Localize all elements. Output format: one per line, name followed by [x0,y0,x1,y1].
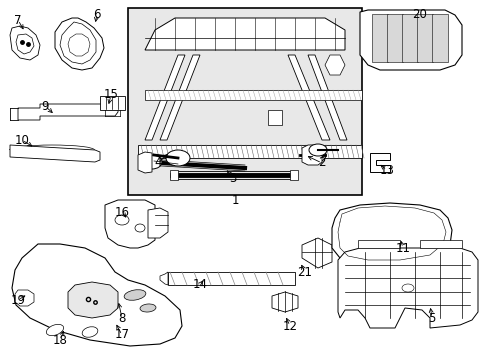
Polygon shape [138,145,361,158]
Polygon shape [16,34,34,54]
Ellipse shape [165,150,190,166]
Polygon shape [18,104,118,120]
Text: 7: 7 [14,13,21,27]
Polygon shape [401,14,417,62]
Polygon shape [55,18,104,70]
Polygon shape [68,34,90,56]
Text: 21: 21 [297,266,312,279]
Bar [128,8,361,195]
Polygon shape [419,240,461,248]
Polygon shape [289,170,297,180]
Polygon shape [386,14,402,62]
Polygon shape [145,18,345,50]
Polygon shape [431,14,447,62]
Ellipse shape [135,224,145,232]
Text: 6: 6 [93,8,101,21]
Polygon shape [287,55,329,140]
Text: 1: 1 [231,194,238,207]
Polygon shape [145,55,184,140]
Text: 4: 4 [154,157,162,170]
Polygon shape [359,10,461,70]
Polygon shape [331,203,451,264]
Text: 2: 2 [318,157,325,170]
Text: 19: 19 [10,293,25,306]
Polygon shape [60,22,96,64]
Polygon shape [325,55,345,75]
Polygon shape [416,14,432,62]
Text: 13: 13 [379,163,394,176]
Polygon shape [357,240,399,248]
Polygon shape [105,200,155,248]
Ellipse shape [46,324,63,336]
Ellipse shape [82,327,98,337]
Polygon shape [12,244,182,346]
Text: 12: 12 [282,320,297,333]
Polygon shape [100,96,125,110]
Polygon shape [267,110,282,125]
Polygon shape [307,55,346,140]
Polygon shape [160,272,168,285]
Text: 8: 8 [118,311,125,324]
Polygon shape [10,145,100,162]
Polygon shape [302,238,331,268]
Text: 18: 18 [52,333,67,346]
Polygon shape [271,292,297,312]
Text: 10: 10 [15,134,29,147]
Polygon shape [68,282,118,318]
Ellipse shape [115,215,129,225]
Ellipse shape [304,148,325,162]
Ellipse shape [401,284,413,292]
Text: 9: 9 [41,99,49,112]
Text: 3: 3 [229,171,236,184]
Polygon shape [10,26,40,60]
Ellipse shape [308,144,326,156]
Text: 16: 16 [114,206,129,219]
Polygon shape [138,152,152,173]
Polygon shape [369,153,389,172]
Text: 17: 17 [114,328,129,342]
Polygon shape [15,290,34,306]
Polygon shape [337,248,477,328]
Ellipse shape [140,304,156,312]
Polygon shape [302,145,321,165]
Polygon shape [160,55,200,140]
Polygon shape [170,170,178,180]
Text: 5: 5 [427,311,435,324]
Text: 14: 14 [192,279,207,292]
Text: 11: 11 [395,242,409,255]
Polygon shape [145,90,361,100]
Polygon shape [148,208,168,238]
Polygon shape [168,272,294,285]
Ellipse shape [142,155,162,169]
Polygon shape [371,14,387,62]
Text: 15: 15 [103,89,118,102]
Ellipse shape [124,290,145,300]
Text: 20: 20 [412,8,427,21]
